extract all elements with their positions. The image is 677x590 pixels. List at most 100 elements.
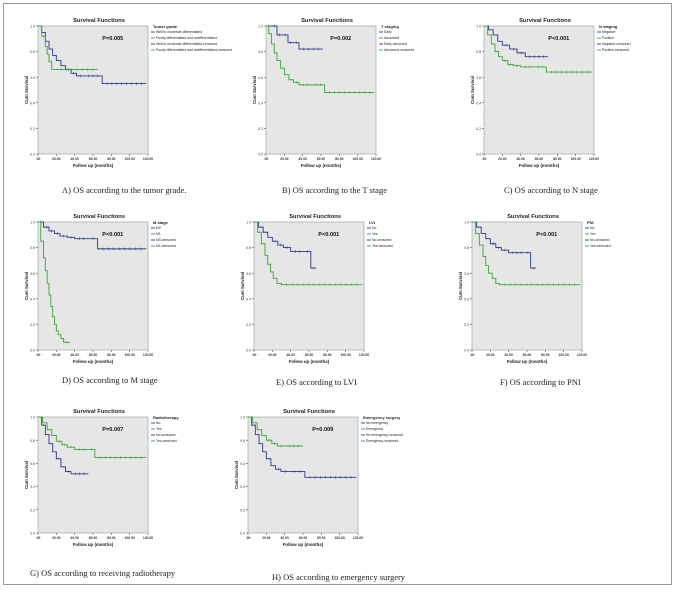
x-tick-label: 100.00: [340, 353, 350, 357]
x-tick-label: 80.00: [317, 536, 326, 540]
p-value: P=0.002: [330, 36, 351, 42]
legend-item: Positive-censored: [602, 48, 629, 52]
x-tick-label: 40.00: [298, 157, 307, 161]
plot-area: [471, 221, 583, 351]
y-tick-label: 0.0: [476, 153, 481, 157]
km-chart: Survival Functions 0.0 0.2 0.4 0.6 0.8 1.0 .00 2…: [252, 18, 414, 168]
series-line-1: [38, 416, 89, 475]
x-tick-label: 100.00: [334, 536, 344, 540]
legend-item: Emergency: [366, 427, 383, 431]
x-tick-label: 120.00: [143, 157, 153, 161]
chart-title: Survival Functions: [289, 214, 341, 220]
y-tick-label: 0.6: [258, 76, 263, 80]
y-tick-label: 0.4: [30, 485, 35, 489]
series-line-2: [254, 221, 363, 286]
y-tick-label: 0.8: [476, 50, 481, 54]
y-tick-label: 0.2: [464, 323, 469, 327]
plot-area: [37, 416, 149, 534]
x-tick-label: 100.00: [352, 157, 362, 161]
x-axis-label: Follow up (months): [73, 542, 114, 547]
x-tick-label: 20.00: [498, 157, 507, 161]
x-tick-label: 40.00: [70, 353, 79, 357]
y-tick-label: 0.0: [258, 153, 263, 157]
y-tick-label: 0.8: [30, 439, 35, 443]
y-tick-label: 0.0: [30, 532, 35, 536]
legend-item: Positive: [602, 36, 614, 40]
legend-item: Poorly differentiated and undifferentiat…: [156, 36, 217, 40]
x-tick-label: 80.00: [107, 353, 116, 357]
chart-title: Survival Functions: [301, 18, 353, 24]
x-tick-label: 120.00: [371, 157, 381, 161]
x-tick-label: 120.00: [143, 536, 153, 540]
x-axis-label: Follow up (months): [289, 359, 330, 364]
x-tick-label: 40.00: [70, 157, 79, 161]
x-tick-label: 40.00: [516, 157, 525, 161]
p-value: P<0.001: [318, 232, 339, 238]
plot-area: [37, 221, 149, 351]
x-tick-label: 20.00: [280, 157, 289, 161]
y-tick-label: 1.0: [30, 416, 35, 420]
x-tick-label: 100.00: [558, 353, 568, 357]
km-chart: Survival Functions 0.0 0.2 0.4 0.6 0.8 1.0 .00 2…: [240, 214, 393, 364]
legend-item: Well to moderate differentiated: [156, 30, 202, 34]
figure-caption: E) OS according to LVI: [276, 377, 357, 387]
y-axis-label: Cum Survival: [240, 272, 245, 300]
y-tick-label: 0.6: [246, 272, 251, 276]
legend-item: No-censored: [372, 238, 392, 242]
x-axis-label: Follow up (months): [507, 359, 548, 364]
x-tick-label: 80.00: [541, 353, 550, 357]
km-panel-a: Survival Functions 0.0 0.2 0.4 0.6 0.8 1.0 .00 2…: [24, 14, 232, 195]
legend-item: Yes-censored: [590, 244, 611, 248]
y-tick-label: 1.0: [246, 221, 251, 225]
km-panel-e: Survival Functions 0.0 0.2 0.4 0.6 0.8 1.0 .00 2…: [240, 210, 440, 387]
legend-title: Radiotherapy: [153, 415, 179, 420]
series-line-2: [38, 25, 98, 70]
x-tick-label: 80.00: [335, 157, 344, 161]
figure-caption: C) OS according to N stage: [504, 185, 598, 195]
x-tick-label: 60.00: [299, 536, 308, 540]
y-tick-label: 1.0: [258, 25, 263, 29]
legend-title: LVI: [369, 220, 375, 225]
chart-title: Survival Functions: [519, 18, 571, 24]
y-tick-label: 0.6: [30, 272, 35, 276]
series-line-1: [248, 416, 357, 478]
legend-item: Emergency-censored: [366, 439, 398, 443]
y-tick-label: 0.2: [258, 127, 263, 131]
y-tick-label: 0.6: [30, 76, 35, 80]
x-tick-label: .00: [246, 536, 251, 540]
x-tick-label: 120.00: [353, 536, 363, 540]
x-tick-label: 120.00: [143, 353, 153, 357]
x-tick-label: 80.00: [323, 353, 332, 357]
p-value: P<0.001: [102, 232, 123, 238]
x-tick-label: .00: [482, 157, 487, 161]
figure-caption: A) OS according to the tumor grade.: [62, 185, 187, 195]
y-tick-label: 0.4: [30, 297, 35, 301]
y-axis-label: Cum Survival: [458, 272, 463, 300]
legend-item: Well to moderate differentiated-censored: [156, 42, 217, 46]
y-tick-label: 0.6: [240, 462, 245, 466]
series-line-2: [472, 221, 581, 286]
y-tick-label: 0.8: [30, 50, 35, 54]
chart-title: Survival Functions: [73, 409, 125, 415]
y-tick-label: 0.2: [240, 508, 245, 512]
legend-item: M1: [156, 232, 161, 236]
y-axis-label: Cum Survival: [24, 272, 29, 300]
x-axis-label: Follow up (months): [301, 163, 342, 168]
y-tick-label: 1.0: [240, 416, 245, 420]
figure-caption: D) OS according to M stage: [62, 375, 158, 385]
km-chart: Survival Functions 0.0 0.2 0.4 0.6 0.8 1.0 .00 2…: [234, 409, 403, 547]
km-chart: Survival Functions 0.0 0.2 0.4 0.6 0.8 1.0 .00 2…: [458, 214, 611, 364]
x-tick-label: 40.00: [280, 536, 289, 540]
km-chart: Survival Functions 0.0 0.2 0.4 0.6 0.8 1.0 .00 2…: [470, 18, 631, 168]
y-tick-label: 0.0: [30, 153, 35, 157]
y-tick-label: 0.0: [30, 349, 35, 353]
x-tick-label: 20.00: [52, 536, 61, 540]
series-line-1: [266, 25, 323, 50]
plot-area: [247, 416, 359, 534]
legend-item: Advanced-censored: [384, 48, 414, 52]
legend-title: N staging: [599, 24, 618, 29]
y-axis-label: Cum Survival: [470, 76, 475, 104]
y-tick-label: 1.0: [30, 221, 35, 225]
km-panel-c: Survival Functions 0.0 0.2 0.4 0.6 0.8 1.0 .00 2…: [470, 14, 670, 195]
legend-title: Emergency surgery: [363, 415, 401, 420]
